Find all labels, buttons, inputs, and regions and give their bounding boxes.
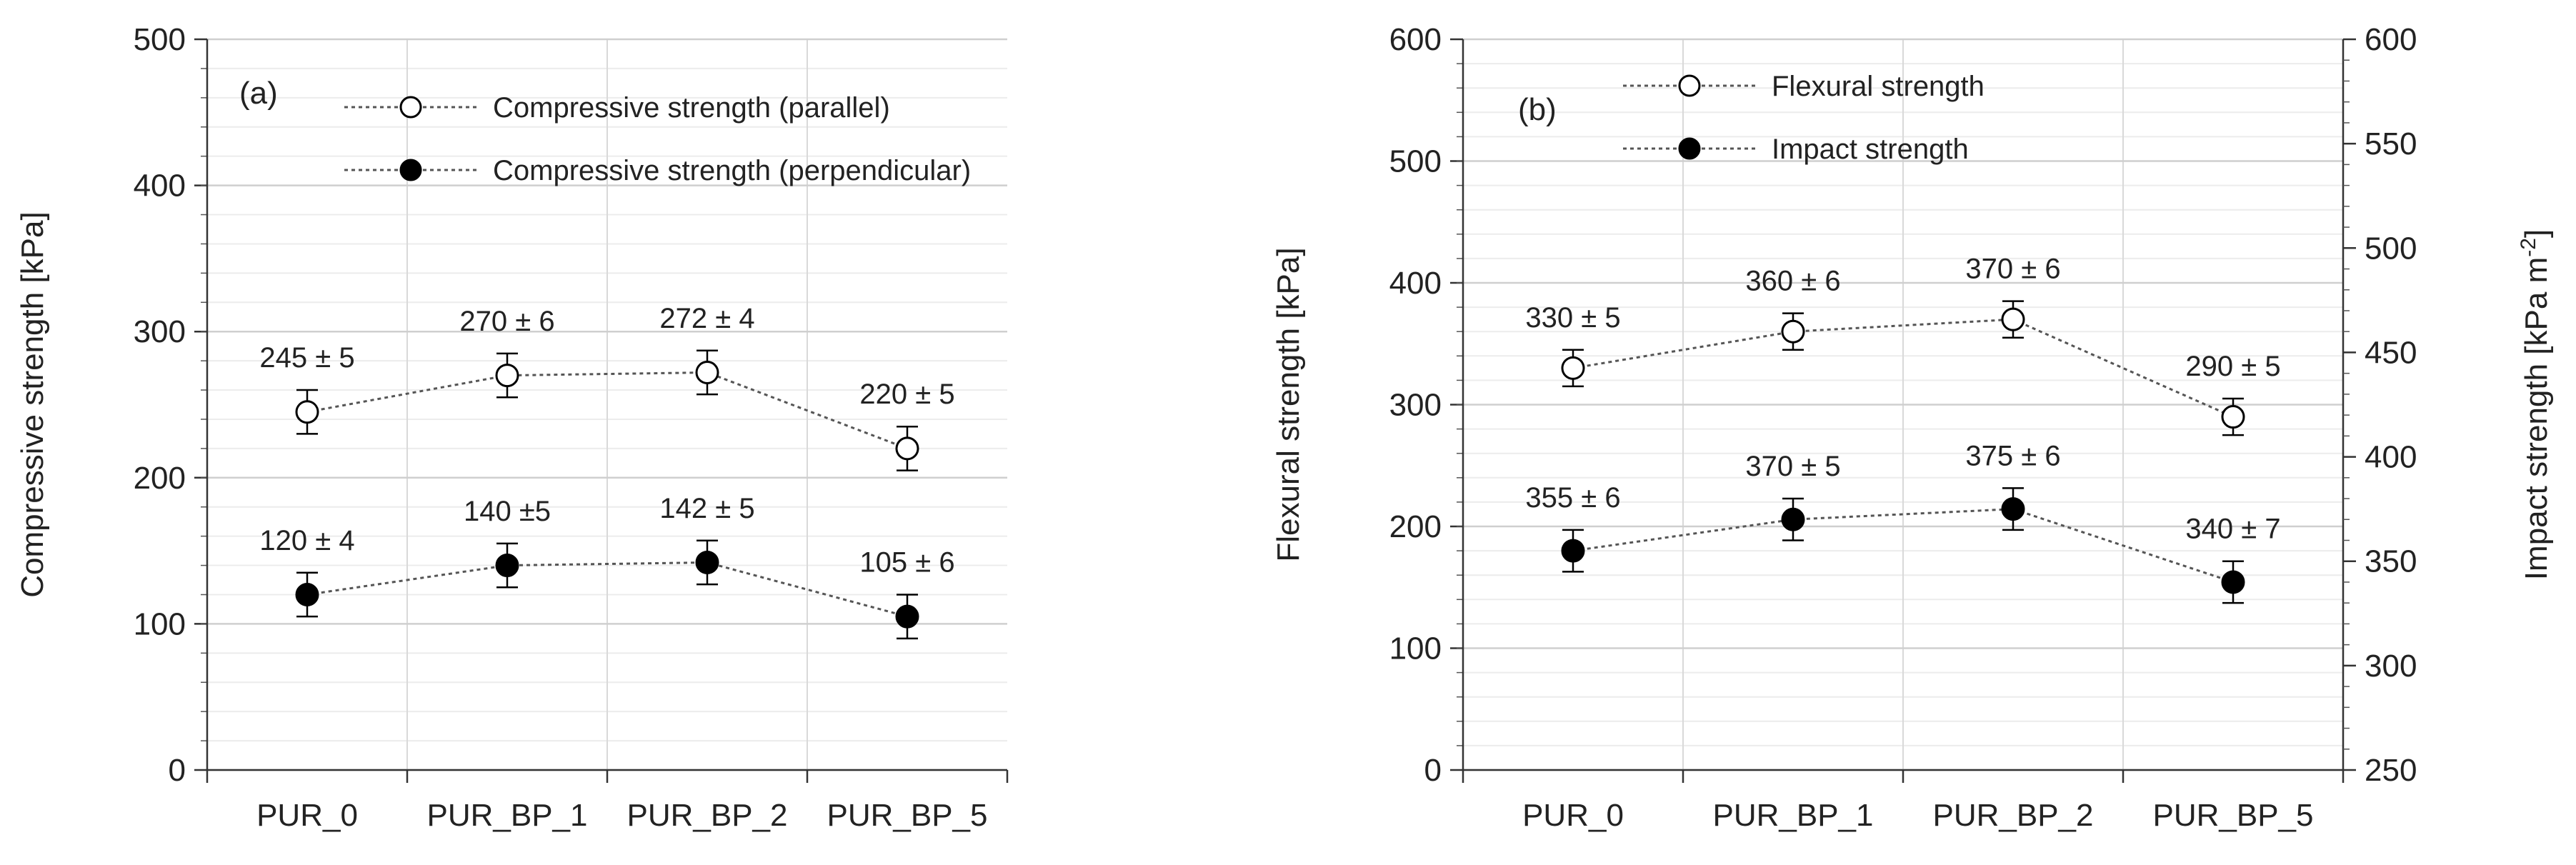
data-label: 355 ± 6: [1525, 482, 1620, 514]
series-1: 245 ± 5 270 ± 6 272 ± 4 220 ± 5: [259, 303, 955, 471]
y2-tick-label: 450: [2365, 335, 2417, 370]
legend-marker: [1678, 137, 1701, 160]
data-label: 272 ± 4: [659, 303, 754, 334]
data-point: [2221, 570, 2245, 594]
data-point: [1781, 319, 1805, 344]
y-axis-title: Flexural strength [kPa]: [1271, 247, 1306, 561]
y-tick-label: 600: [1389, 22, 1442, 57]
y2-axis-title-end: ]: [2519, 229, 2554, 238]
data-point: [1781, 507, 1805, 531]
legend-marker: [1678, 74, 1701, 97]
panel-a: 0 100 200 300 400 500 PUR_0 PUR_BP_1 PUR_BP_2 PUR…: [15, 22, 1009, 833]
data-point: [695, 550, 719, 574]
series-line: [306, 561, 908, 618]
legend-marker: [399, 159, 422, 181]
y-tick-label: 300: [134, 314, 186, 349]
data-point: [695, 360, 719, 384]
data-label: 290 ± 5: [2185, 351, 2280, 382]
data-point: [495, 364, 519, 388]
data-label: 105 ± 6: [859, 546, 954, 578]
x-tick-label: PUR_BP_2: [626, 798, 787, 833]
y2-tick-label: 600: [2365, 22, 2417, 57]
series-2: 355 ± 6 370 ± 5 375 ± 6 340 ± 7: [1525, 440, 2281, 604]
data-point: [2001, 497, 2025, 521]
y-tick-label: 500: [1389, 144, 1442, 179]
y-tick-label: 100: [134, 606, 186, 641]
panel-b: 0 100 200 300 400 500 600 PUR_0 PUR_BP_1 PUR_BP_2…: [1271, 22, 2554, 833]
y-tick-label: 200: [1389, 509, 1442, 544]
data-point: [1561, 539, 1585, 563]
data-label: 270 ± 6: [459, 306, 554, 337]
x-tick-label: PUR_BP_2: [1932, 798, 2093, 833]
legend-label: Flexural strength: [1772, 71, 1985, 102]
y2-tick-label: 500: [2365, 231, 2417, 266]
legend: Flexural strength Impact strength: [1623, 71, 1985, 165]
data-label: 142 ± 5: [659, 493, 754, 524]
x-tick-label: PUR_BP_5: [2152, 798, 2313, 833]
series-line: [306, 371, 908, 450]
series-2: 120 ± 4 140 ±5 142 ± 5 105 ± 6: [259, 493, 955, 640]
y2-tick-label: 550: [2365, 126, 2417, 161]
data-point: [1561, 356, 1585, 380]
data-label: 340 ± 7: [2185, 514, 2280, 545]
data-label: 375 ± 6: [1965, 440, 2060, 471]
legend-label: Compressive strength (parallel): [493, 92, 890, 124]
y2-tick-label: 400: [2365, 440, 2417, 475]
data-label: 120 ± 4: [259, 525, 354, 556]
x-tick-label: PUR_0: [256, 798, 358, 833]
data-label: 370 ± 5: [1745, 451, 1840, 482]
data-point: [295, 400, 319, 424]
x-tick-label: PUR_BP_1: [1712, 798, 1873, 833]
y2-tick-label: 300: [2365, 649, 2417, 684]
y-tick-label: 200: [134, 461, 186, 496]
data-point: [295, 582, 319, 606]
data-label: 360 ± 6: [1745, 266, 1840, 297]
legend-label: Compressive strength (perpendicular): [493, 155, 971, 186]
data-point: [2001, 307, 2025, 331]
legend: Compressive strength (parallel) Compressi…: [344, 92, 971, 186]
data-label: 140 ±5: [464, 496, 551, 527]
y-tick-label: 0: [1424, 753, 1442, 788]
data-label: 245 ± 5: [259, 342, 354, 374]
data-label: 330 ± 5: [1525, 302, 1620, 334]
y2-tick-label: 350: [2365, 544, 2417, 579]
y-tick-label: 400: [1389, 266, 1442, 301]
x-tick-label: PUR_BP_1: [426, 798, 587, 833]
x-tick-label: PUR_0: [1522, 798, 1624, 833]
y2-tick-label: 250: [2365, 753, 2417, 788]
y-tick-label: 400: [134, 169, 186, 204]
data-label: 220 ± 5: [859, 379, 954, 410]
data-point: [495, 554, 519, 578]
y2-axis-title: Impact strength [kPa m-2]: [2517, 229, 2554, 580]
panel-label: (b): [1518, 92, 1557, 127]
panel-label: (a): [239, 76, 278, 111]
y2-axis-title-main: Impact strength [kPa m: [2519, 257, 2554, 580]
data-point: [2221, 405, 2245, 429]
y-axis-title: Compressive strength [kPa]: [15, 211, 50, 597]
y-tick-label: 300: [1389, 388, 1442, 423]
y-tick-label: 500: [134, 22, 186, 57]
x-tick-label: PUR_BP_5: [827, 798, 987, 833]
y-tick-label: 0: [169, 753, 186, 788]
series-1: 330 ± 5 360 ± 6 370 ± 6 290 ± 5: [1525, 254, 2281, 436]
data-point: [895, 436, 919, 461]
series-line: [1572, 508, 2234, 584]
data-point: [895, 604, 919, 629]
y2-axis-title-sup: -2: [2517, 238, 2540, 257]
data-label: 370 ± 6: [1965, 254, 2060, 285]
legend-label: Impact strength: [1772, 134, 1969, 165]
legend-marker: [399, 96, 422, 119]
y-tick-label: 100: [1389, 631, 1442, 666]
